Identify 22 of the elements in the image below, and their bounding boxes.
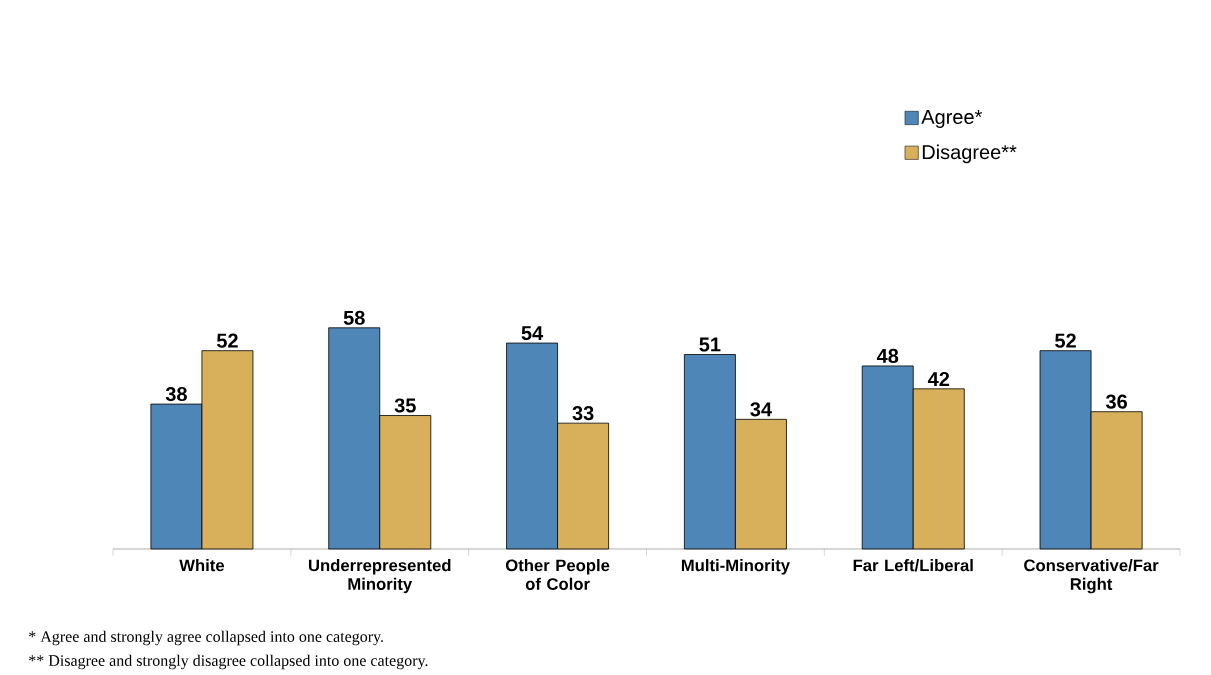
- text: * Agree and strongly agree collapsed into one category.: [29, 630, 383, 646]
- legend-label: Agree*: [921, 110, 983, 128]
- data-label: 48: [876, 348, 899, 363]
- data-label: 54: [521, 326, 544, 341]
- data-label: 38: [165, 386, 187, 402]
- x-tick-label: Multi-Minority: [681, 559, 790, 575]
- legend-label: Disagree**: [922, 144, 1017, 164]
- data-label: 42: [927, 371, 950, 386]
- data-label: 51: [699, 337, 721, 352]
- x-tick-label: White: [179, 559, 225, 572]
- x-tick-label: Underrepresented Minority: [308, 559, 451, 594]
- data-label: 36: [1105, 394, 1127, 409]
- data-label: 34: [750, 402, 772, 417]
- data-label: 52: [1055, 333, 1076, 348]
- data-label: 33: [572, 406, 594, 421]
- x-tick-label: Far Left/Liberal: [853, 559, 973, 572]
- data-label: 35: [394, 398, 416, 413]
- data-label: 52: [216, 333, 238, 348]
- x-tick-label: Conservative/Far Right: [1024, 559, 1159, 594]
- text: ** Disagree and strongly disagree collapsed into one category.: [29, 654, 428, 670]
- x-tick-label: Other People of Color: [505, 559, 610, 590]
- data-label: 58: [343, 310, 365, 325]
